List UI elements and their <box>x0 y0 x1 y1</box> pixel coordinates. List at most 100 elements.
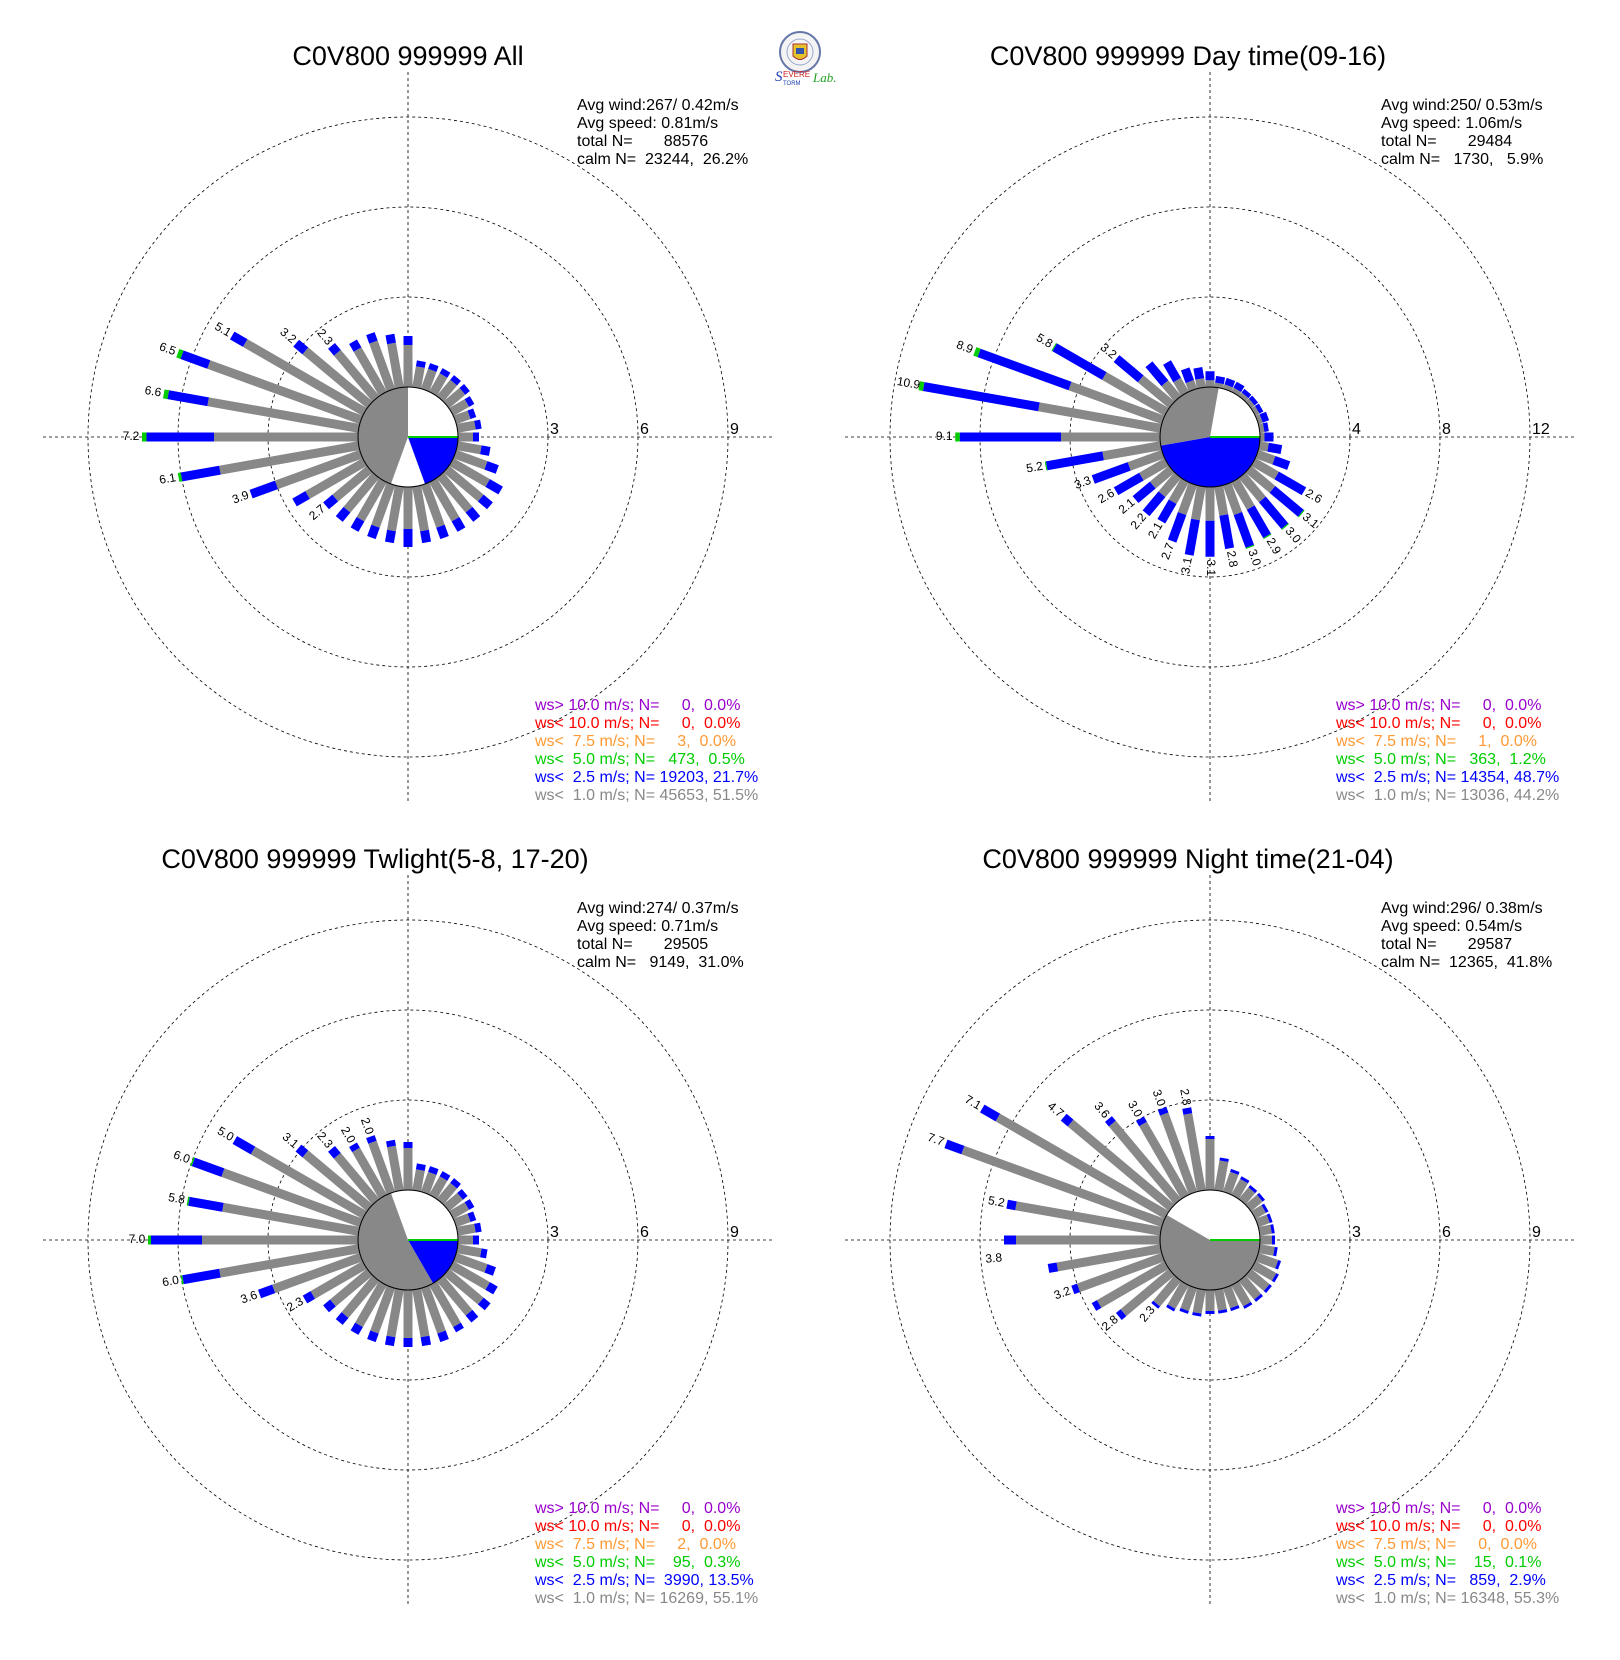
bar-ws-lt5 <box>1245 544 1255 549</box>
bar-ws-lt1 <box>1238 1275 1262 1300</box>
bar-ws-lt1 <box>403 1148 413 1190</box>
bar-ws-lt5 <box>1281 523 1289 530</box>
bar-value-label: 7.7 <box>926 1130 947 1149</box>
bar-value-label: 6.1 <box>158 470 177 487</box>
bar-ws-lt25 <box>1246 505 1271 539</box>
bar-ws-lt25 <box>1230 1168 1240 1175</box>
bar-value-label: 2.3 <box>314 326 336 348</box>
bar-ws-lt1 <box>1214 1160 1229 1192</box>
bar-ws-lt1 <box>456 420 476 433</box>
bar-ws-lt25 <box>451 517 466 532</box>
bar-value-label: 3.9 <box>230 488 251 507</box>
bar-ws-lt25 <box>328 342 341 356</box>
bar-ws-lt1 <box>370 1285 396 1334</box>
bar-ws-lt25 <box>1136 1116 1147 1127</box>
bar-ws-lt25 <box>467 408 477 419</box>
bar-ws-lt25 <box>403 1338 413 1347</box>
bar-ws-lt1 <box>207 397 360 433</box>
legend-entry: ws< 10.0 m/s; N= 0, 0.0% <box>1335 1518 1541 1535</box>
chart-title: C0V800 999999 All <box>292 41 523 71</box>
bar-ws-lt1 <box>1015 1201 1162 1236</box>
bar-ws-lt1 <box>1191 485 1206 521</box>
bar-value-label: 2.3 <box>314 1129 336 1151</box>
bar-ws-lt25 <box>386 1139 396 1148</box>
bar-ws-lt1 <box>449 458 490 487</box>
bar-ws-lt1 <box>420 1285 446 1334</box>
calm-sector-gray <box>1159 1215 1260 1290</box>
svg-text:TORM: TORM <box>783 81 801 87</box>
bar-ws-lt25 <box>465 506 481 522</box>
bar-ws-lt25 <box>1261 1203 1269 1213</box>
bar-ws-lt25 <box>1060 1113 1074 1127</box>
bar-ws-lt1 <box>1038 402 1162 433</box>
bar-ws-lt5 <box>142 432 147 442</box>
bar-ws-lt1 <box>1255 449 1276 465</box>
chart-title: C0V800 999999 Night time(21-04) <box>982 844 1393 874</box>
bar-ws-lt25 <box>439 1171 451 1181</box>
svg-text:EVERE: EVERE <box>783 70 810 79</box>
legend-entry: ws> 10.0 m/s; N= 0, 0.0% <box>1335 697 1541 714</box>
bar-ws-lt25 <box>1113 472 1144 496</box>
bar-ws-lt25 <box>464 396 475 407</box>
bar-ws-lt25 <box>420 529 432 544</box>
bar-ws-lt25 <box>1091 1300 1102 1311</box>
stat-calm: calm N= 9149, 31.0% <box>577 954 744 971</box>
bar-ws-lt1 <box>305 458 367 499</box>
bar-ws-lt25 <box>293 339 309 355</box>
bar-ws-lt25 <box>1166 1304 1176 1312</box>
bar-ws-lt25 <box>1104 1116 1116 1127</box>
calm-outline <box>357 1189 459 1291</box>
stat-total: total N= 29587 <box>1381 936 1512 953</box>
bar-ws-lt1 <box>1016 1235 1160 1245</box>
bar-ws-lt1 <box>1168 478 1189 504</box>
bar-ws-lt25 <box>1254 403 1264 414</box>
calm-sector-gray <box>1160 387 1219 446</box>
wind-rose-panel: 3 6 92.33.66.07.05.86.05.0 3.1 2.3 2.0 2.0C0V8… <box>43 844 773 1607</box>
bar-ws-lt1 <box>1102 441 1162 461</box>
bar-ws-lt1 <box>1251 1261 1277 1281</box>
stat-avg-wind: Avg wind:250/ 0.53m/s <box>1381 97 1543 114</box>
bar-ws-lt1 <box>453 410 471 425</box>
bar-value-label: 2.0 <box>338 1124 359 1146</box>
bar-ws-lt25 <box>944 1139 965 1155</box>
bar-ws-lt1 <box>387 485 404 532</box>
bar-ws-lt25 <box>229 331 248 347</box>
bar-value-label: 6.0 <box>172 1147 193 1166</box>
bar-ws-lt25 <box>415 360 426 368</box>
bar-ws-lt25 <box>257 1284 276 1299</box>
legend-entry: ws< 10.0 m/s; N= 0, 0.0% <box>534 1518 740 1535</box>
bar-ws-lt1 <box>1205 380 1215 387</box>
bar-ws-lt25 <box>1243 1301 1253 1309</box>
bar-ws-lt25 <box>477 1297 491 1311</box>
bar-ws-lt1 <box>302 347 373 409</box>
bar-ws-lt25 <box>480 445 491 456</box>
legend-entry: ws< 1.0 m/s; N= 13036, 44.2% <box>1335 787 1559 804</box>
bar-value-label: 3.2 <box>277 325 299 347</box>
legend-entry: ws< 5.0 m/s; N= 473, 0.5% <box>534 751 745 768</box>
bar-value-label: 3.8 <box>985 1250 1003 1265</box>
severe-storm-lab-logo: S EVERE TORM Lab. <box>775 31 836 87</box>
legend-entry: ws< 10.0 m/s; N= 0, 0.0% <box>1335 715 1541 732</box>
calm-outline <box>1159 386 1261 488</box>
stat-avg-speed: Avg speed: 1.06m/s <box>1381 115 1522 132</box>
legend-entry: ws> 10.0 m/s; N= 0, 0.0% <box>534 697 740 714</box>
bar-ws-lt25 <box>1157 499 1177 524</box>
bar-ws-lt1 <box>1161 380 1182 402</box>
bar-ws-lt25 <box>439 368 451 378</box>
svg-text:S: S <box>775 69 783 85</box>
bar-ws-lt25 <box>1275 1260 1282 1270</box>
bar-ws-lt25 <box>323 1299 336 1313</box>
bar-ws-lt25 <box>323 494 339 510</box>
bar-ws-lt1 <box>436 1182 458 1205</box>
bar-ws-lt5 <box>1044 461 1048 471</box>
bar-ws-lt25 <box>473 432 479 442</box>
bar-ws-lt1 <box>436 379 458 402</box>
bar-ws-lt25 <box>1258 496 1289 530</box>
bar-ws-lt25 <box>1132 481 1156 503</box>
bar-ws-lt1 <box>1056 1244 1162 1272</box>
stat-calm: calm N= 1730, 5.9% <box>1381 151 1543 168</box>
bar-ws-lt25 <box>1115 1309 1127 1320</box>
bar-ws-lt25 <box>1006 1199 1017 1211</box>
bar-ws-lt25 <box>1219 1157 1229 1162</box>
bar-ws-lt1 <box>1238 472 1266 503</box>
